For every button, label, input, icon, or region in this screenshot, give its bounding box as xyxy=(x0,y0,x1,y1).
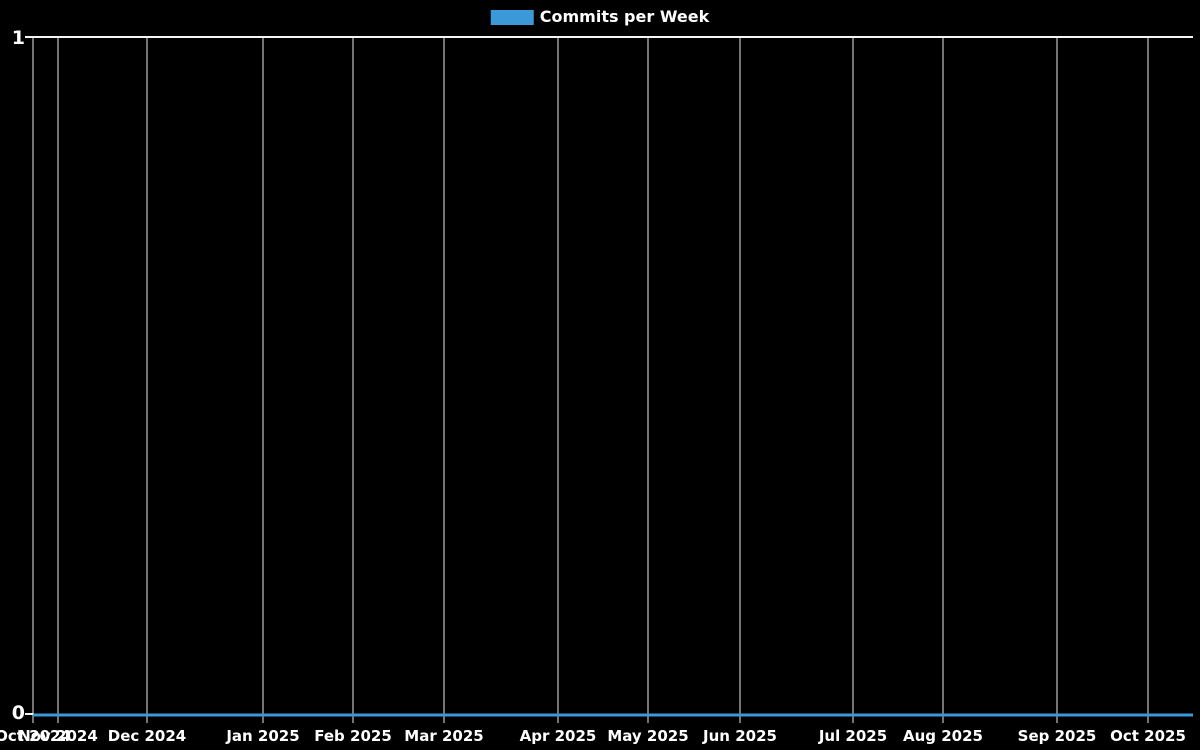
legend-swatch-icon xyxy=(490,9,534,25)
x-tick-label-may-2025: May 2025 xyxy=(607,727,688,745)
y-tick-label-1: 1 xyxy=(12,27,25,49)
x-tick-label-sep-2025: Sep 2025 xyxy=(1018,727,1097,745)
x-tick-label-apr-2025: Apr 2025 xyxy=(520,727,597,745)
chart-legend[interactable]: Commits per Week xyxy=(490,7,710,26)
x-tick-label-dec-2024: Dec 2024 xyxy=(108,727,187,745)
x-tick-label-aug-2025: Aug 2025 xyxy=(903,727,983,745)
x-tick-label-mar-2025: Mar 2025 xyxy=(404,727,483,745)
x-tick-label-oct-2025: Oct 2025 xyxy=(1110,727,1186,745)
x-tick-label-jun-2025: Jun 2025 xyxy=(702,727,777,745)
legend-label: Commits per Week xyxy=(539,7,710,26)
x-tick-label-nov-2024: Nov 2024 xyxy=(18,727,98,745)
x-tick-label-feb-2025: Feb 2025 xyxy=(314,727,392,745)
x-tick-label-oct-2024: Oct 2024 xyxy=(0,727,71,745)
y-tick-label-0: 0 xyxy=(12,702,25,724)
x-tick-label-jul-2025: Jul 2025 xyxy=(818,727,887,745)
x-tick-label-jan-2025: Jan 2025 xyxy=(225,727,299,745)
